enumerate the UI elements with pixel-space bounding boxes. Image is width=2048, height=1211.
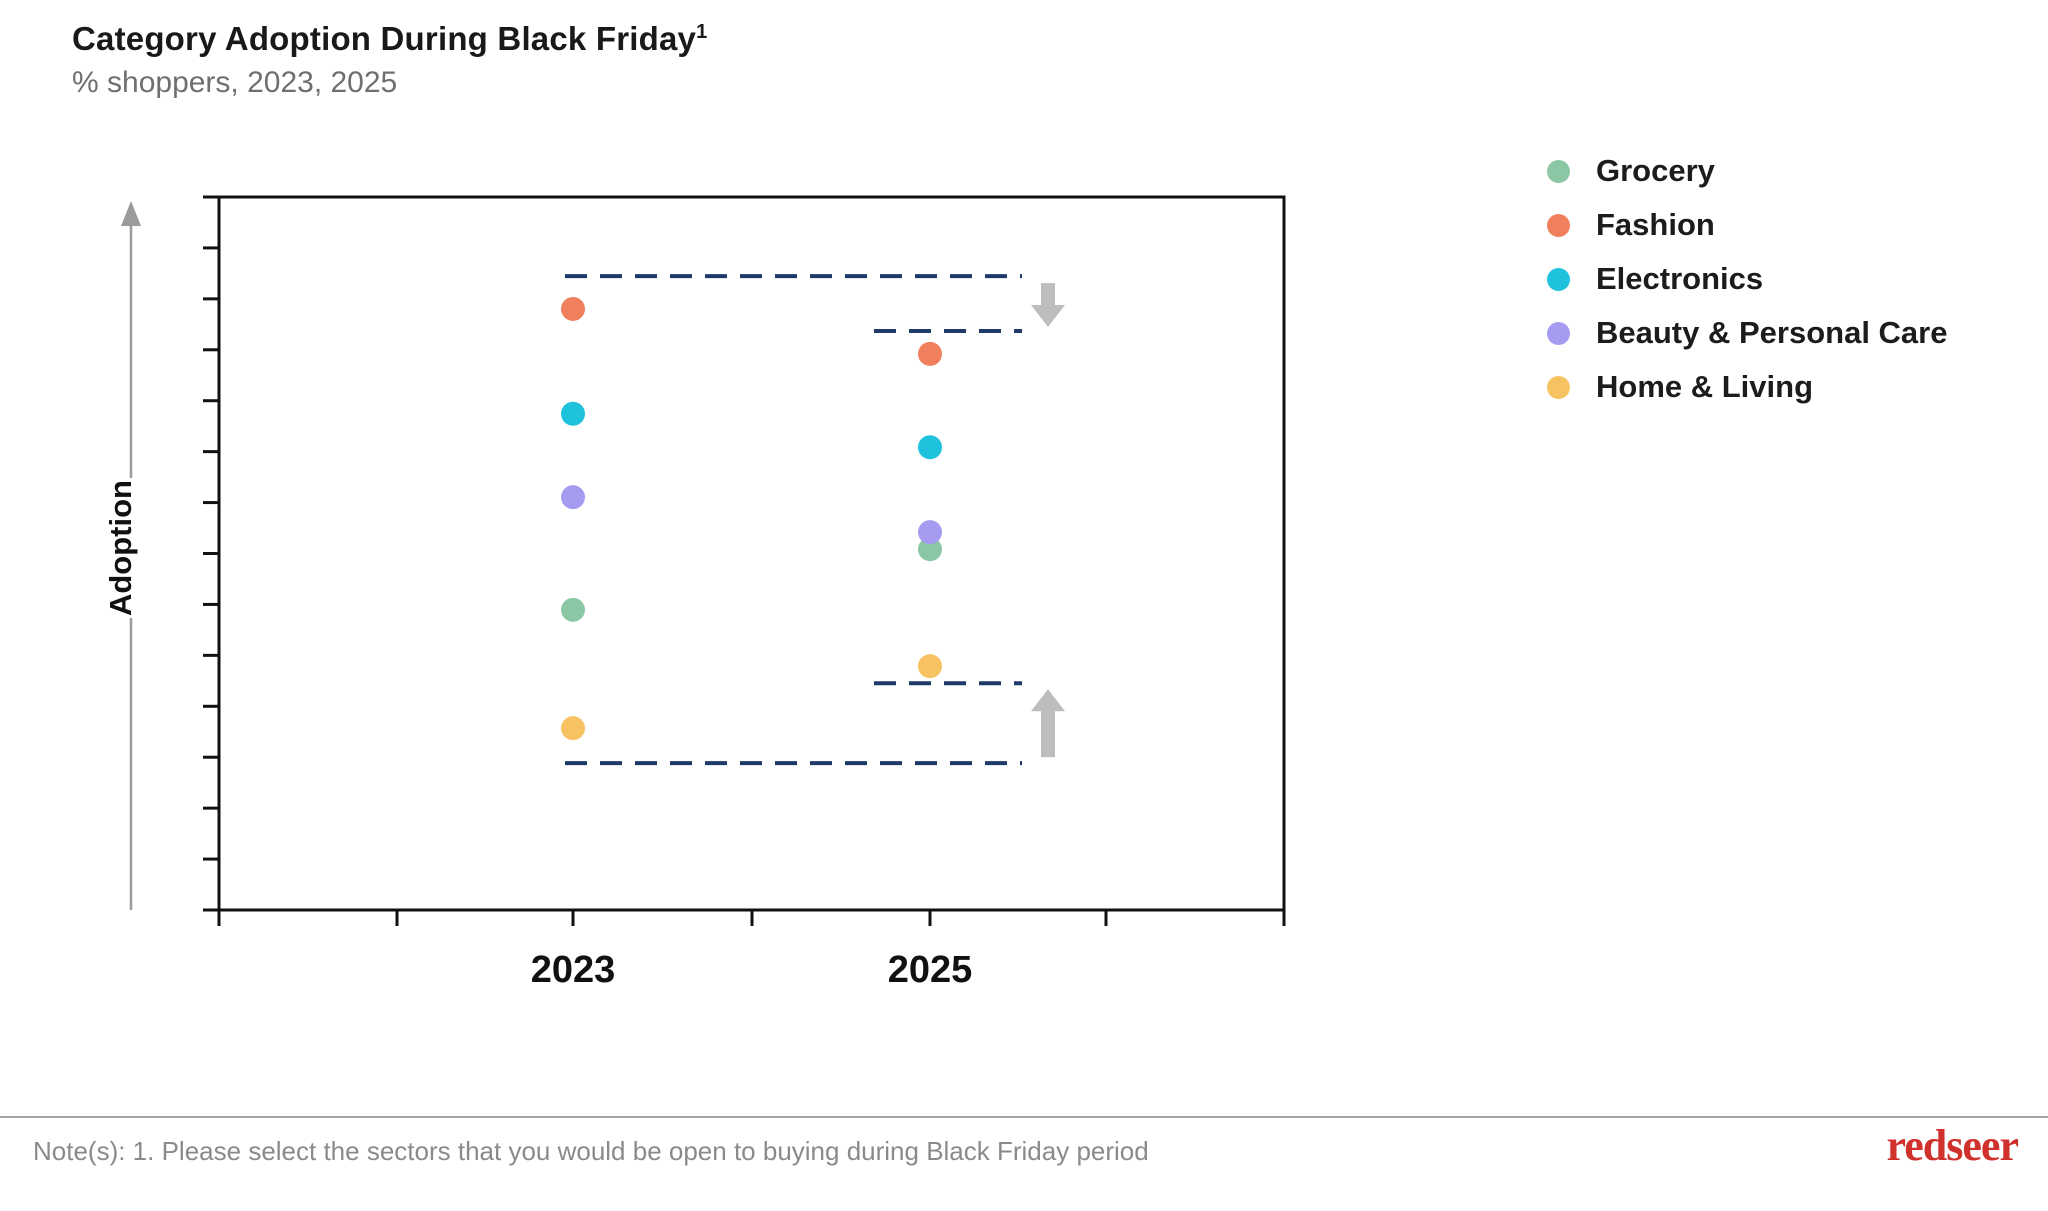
dot-grocery-2023: [561, 597, 585, 622]
dot-electronics-2023: [561, 401, 585, 426]
page-title: Category Adoption During Black Friday1: [72, 20, 707, 58]
dot-fashion-2025: [918, 341, 942, 366]
axis-ticks: [203, 195, 1286, 926]
dot-beauty-personal-care-2025: [918, 520, 942, 545]
legend-dot-icon: [1547, 375, 1570, 399]
legend-label: Home & Living: [1596, 369, 1814, 404]
x-axis-label-2025: 2025: [888, 949, 973, 991]
title-footnote-marker: 1: [696, 21, 708, 43]
dot-home-living-2023: [561, 716, 585, 741]
x-axis-label-2023: 2023: [531, 949, 616, 991]
change-arrows: [1031, 283, 1065, 758]
y-axis-arrowhead-icon: [121, 201, 141, 226]
x-axis-labels: 2023 2025: [531, 949, 973, 991]
chart-legend: Grocery Fashion Electronics Beauty & Person…: [1547, 144, 1947, 414]
legend-label: Beauty & Personal Care: [1596, 315, 1948, 350]
legend-item-fashion: Fashion: [1547, 198, 1947, 252]
legend-item-grocery: Grocery: [1547, 144, 1947, 198]
legend-dot-icon: [1547, 267, 1570, 291]
dot-grocery-2025: [918, 537, 942, 562]
dot-electronics-2025: [918, 435, 942, 460]
dot-fashion-2023: [561, 296, 585, 321]
page-subtitle: % shoppers, 2023, 2025: [72, 66, 398, 99]
home-increase-arrow: [1031, 689, 1065, 758]
dot-beauty-personal-care-2023: [561, 485, 585, 510]
fashion-decline-arrow: [1031, 283, 1065, 328]
legend-item-electronics: Electronics: [1547, 252, 1947, 306]
legend-item-beauty-personal-care: Beauty & Personal Care: [1547, 306, 1947, 360]
legend-label: Fashion: [1596, 207, 1715, 242]
footnote: Note(s): 1. Please select the sectors th…: [33, 1136, 1149, 1166]
plot-border: [217, 195, 1286, 912]
redseer-logo: redseer: [1886, 1121, 2019, 1170]
legend-dot-icon: [1547, 321, 1570, 345]
page-title-text: Category Adoption During Black Friday: [72, 20, 697, 57]
legend-label: Grocery: [1596, 153, 1715, 188]
legend-label: Electronics: [1596, 261, 1764, 296]
data-points: [561, 296, 942, 741]
y-axis-label: Adoption: [103, 480, 138, 616]
dot-home-living-2025: [918, 654, 942, 679]
legend-dot-icon: [1547, 213, 1570, 237]
legend-item-home-living: Home & Living: [1547, 360, 1947, 414]
reference-dashed-lines: [565, 274, 1022, 766]
legend-dot-icon: [1547, 159, 1570, 183]
footer-divider: [0, 1116, 2048, 1118]
